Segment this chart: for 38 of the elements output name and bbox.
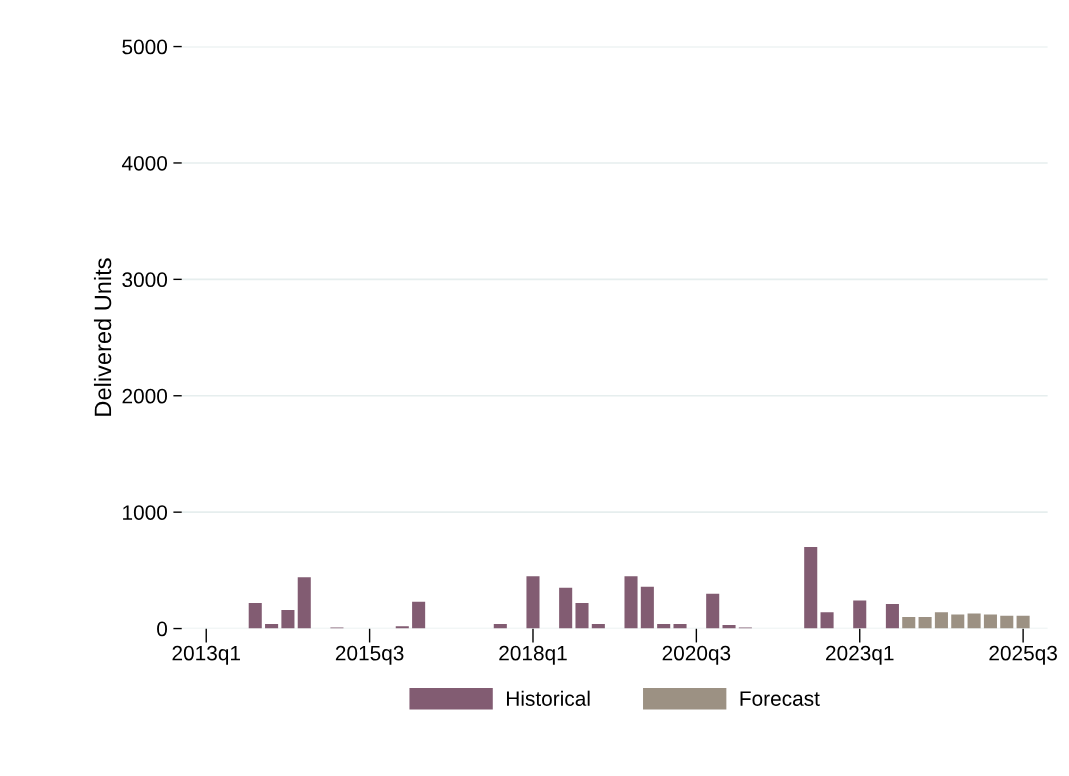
y-tick-label: 0 xyxy=(157,621,168,637)
y-tick-label: 2000 xyxy=(122,388,168,404)
bar xyxy=(412,601,426,629)
bar xyxy=(575,602,589,629)
bar xyxy=(853,600,867,629)
bar xyxy=(526,576,540,629)
bar xyxy=(820,612,834,629)
bar xyxy=(983,614,997,629)
bar xyxy=(559,587,573,629)
bar xyxy=(902,616,916,629)
bar xyxy=(967,613,981,629)
bar xyxy=(640,586,654,629)
bar xyxy=(934,612,948,629)
x-tick-label: 2025q3 xyxy=(989,645,1057,665)
bar xyxy=(706,593,720,629)
y-tick-label: 1000 xyxy=(123,505,168,520)
bar xyxy=(918,616,932,629)
legend-label: Forecast xyxy=(740,691,820,706)
bar xyxy=(297,577,311,629)
x-tick-label: 2023q1 xyxy=(826,645,894,665)
y-tick-label: 5000 xyxy=(122,39,168,55)
bar xyxy=(281,609,295,629)
x-tick-label: 2015q3 xyxy=(335,645,404,665)
bar xyxy=(885,604,899,629)
legend-label: Historical xyxy=(506,690,590,706)
bar xyxy=(1016,615,1030,629)
bar xyxy=(804,547,818,629)
bar xyxy=(248,602,262,629)
x-tick-label: 2020q3 xyxy=(662,645,731,665)
bar xyxy=(673,623,687,629)
y-tick-label: 3000 xyxy=(122,272,168,288)
bar xyxy=(951,614,965,629)
bar xyxy=(624,576,638,629)
y-tick-label: 4000 xyxy=(121,155,168,171)
bar xyxy=(1000,615,1014,629)
x-tick-label: 2018q1 xyxy=(499,645,567,665)
y-axis-title: Delivered Units xyxy=(93,258,112,416)
x-tick-label: 2013q1 xyxy=(172,645,240,665)
